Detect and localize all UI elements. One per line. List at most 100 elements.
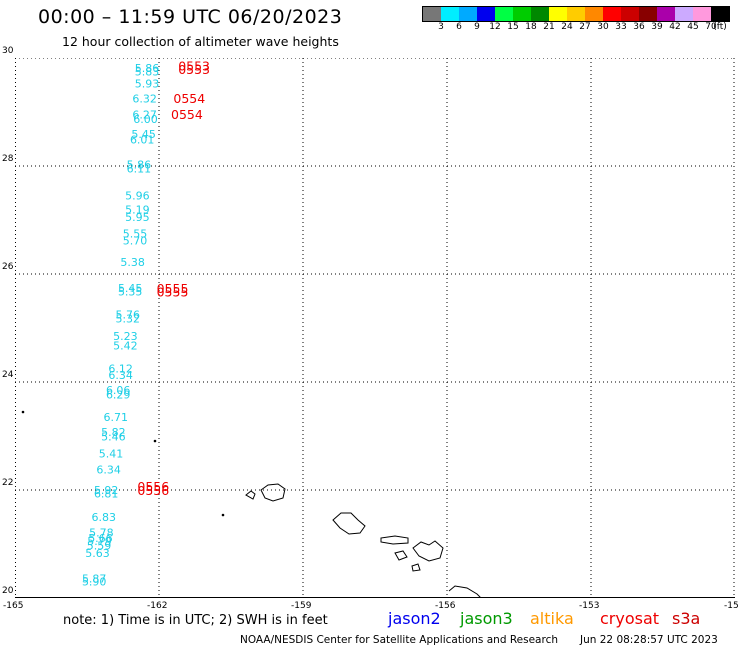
- wave-height-label: 5.93: [135, 78, 160, 91]
- wave-height-label: 6.00: [133, 113, 158, 126]
- legend-tick: 42: [669, 22, 681, 32]
- longitude-label: -159: [291, 601, 312, 611]
- pass-time-label: 0555: [157, 281, 189, 296]
- pass-time-label: 0556: [137, 483, 169, 498]
- pass-time-label: 0556: [137, 479, 169, 494]
- legend-tick: 33: [615, 22, 627, 32]
- wave-height-label: 5.90: [82, 576, 107, 589]
- latitude-label: 22: [2, 478, 14, 488]
- longitude-label: -15: [724, 601, 739, 611]
- wave-height-label: 6.83: [92, 511, 117, 524]
- wave-height-label: 5.35: [118, 286, 143, 299]
- legend-tick: 9: [474, 22, 480, 32]
- legend-swatch: [549, 7, 567, 21]
- wave-height-label: 5.23: [113, 330, 138, 343]
- wave-height-label: 5.96: [125, 189, 150, 202]
- island-kauai: [260, 483, 286, 502]
- latitude-label: 24: [2, 370, 14, 380]
- wave-height-label: 5.59: [87, 539, 112, 552]
- longitude-label: -156: [435, 601, 456, 611]
- legend-swatch: [423, 7, 441, 21]
- wave-height-label: 5.86: [135, 62, 160, 75]
- pass-time-label: 0555: [157, 285, 189, 300]
- satellite-jason3: jason3: [460, 609, 513, 628]
- island-kahoolawe: [411, 563, 421, 572]
- legend-tick: 12: [489, 22, 501, 32]
- wave-height-label: 5.92: [94, 484, 119, 497]
- legend-swatch: [603, 7, 621, 21]
- hawaiian-islands: [21, 410, 482, 598]
- latitude-label: 30: [2, 46, 14, 56]
- island-molokai: [380, 535, 409, 545]
- wave-height-label: 5.55: [123, 227, 148, 240]
- wave-height-label: 5.45: [118, 282, 143, 295]
- legend-swatch: [495, 7, 513, 21]
- satellite-altika: altika: [530, 609, 574, 628]
- islet-dot: [21, 410, 25, 414]
- legend-tick: 21: [543, 22, 555, 32]
- legend-swatch: [693, 7, 711, 21]
- satellite-s3a: s3a: [672, 609, 701, 628]
- wave-height-map: 5.865.835.936.326.276.005.456.015.866.11…: [15, 58, 735, 598]
- legend-swatch: [639, 7, 657, 21]
- legend-tick: 27: [579, 22, 591, 32]
- wave-height-label: 5.82: [101, 426, 126, 439]
- wave-height-label: 5.46: [101, 430, 126, 443]
- pass-time-label: 0554: [171, 107, 203, 122]
- wave-height-label: 6.34: [96, 463, 121, 476]
- wave-height-label: 5.19: [125, 204, 150, 217]
- legend-tick: 18: [525, 22, 537, 32]
- generated-timestamp: Jun 22 08:28:57 UTC 2023: [580, 634, 718, 646]
- wave-height-label: 5.86: [127, 159, 152, 172]
- lat-lon-grid: [15, 58, 735, 598]
- wave-height-label: 5.32: [116, 313, 141, 326]
- satellite-jason2: jason2: [388, 609, 441, 628]
- legend-swatch: [621, 7, 639, 21]
- legend-swatch: [657, 7, 675, 21]
- latitude-label: 20: [2, 586, 14, 596]
- wave-height-label: 5.42: [113, 340, 138, 353]
- credit-line: NOAA/NESDIS Center for Satellite Applica…: [240, 634, 558, 646]
- footer-note: note: 1) Time is in UTC; 2) SWH is in fe…: [63, 613, 328, 628]
- pass-time-label: 0554: [173, 91, 205, 106]
- legend-swatch: [459, 7, 477, 21]
- legend-tick: 6: [456, 22, 462, 32]
- wave-height-label: 5.66: [88, 532, 113, 545]
- legend-tick: 30: [597, 22, 609, 32]
- wave-height-label: 5.83: [135, 65, 160, 78]
- wave-height-label: 6.11: [127, 162, 152, 175]
- wave-height-label: 5.87: [82, 572, 107, 585]
- wave-height-label: 5.79: [87, 535, 112, 548]
- wave-height-label: 5.63: [85, 547, 110, 560]
- wave-height-label: 6.34: [108, 369, 133, 382]
- latitude-label: 26: [2, 262, 14, 272]
- legend-swatch: [567, 7, 585, 21]
- color-legend-bar: [422, 6, 730, 22]
- islet-dot: [153, 439, 157, 443]
- wave-height-label: 5.45: [131, 128, 156, 141]
- legend-tick: 3: [438, 22, 444, 32]
- legend-tick: 70: [705, 22, 717, 32]
- longitude-label: -165: [3, 601, 24, 611]
- wave-height-label: 6.29: [106, 389, 131, 402]
- wave-height-label: 6.32: [132, 92, 157, 105]
- wave-height-labels: 5.865.835.936.326.276.005.456.015.866.11…: [82, 62, 159, 589]
- legend-swatch: [585, 7, 603, 21]
- legend-swatch: [711, 7, 729, 21]
- longitude-label: -153: [579, 601, 600, 611]
- chart-subtitle: 12 hour collection of altimeter wave hei…: [62, 34, 339, 49]
- legend-tick: 15: [507, 22, 519, 32]
- legend-swatch: [441, 7, 459, 21]
- wave-height-label: 6.81: [94, 488, 119, 501]
- chart-title: 00:00 – 11:59 UTC 06/20/2023: [38, 6, 343, 28]
- legend-swatch: [531, 7, 549, 21]
- wave-height-label: 6.01: [130, 133, 155, 146]
- legend-swatch: [477, 7, 495, 21]
- pass-time-label: 0553: [178, 58, 210, 73]
- longitude-label: -162: [147, 601, 168, 611]
- wave-height-label: 5.95: [125, 211, 150, 224]
- wave-height-label: 6.12: [108, 362, 133, 375]
- legend-tick: 36: [633, 22, 645, 32]
- pass-time-label: 0553: [178, 62, 210, 77]
